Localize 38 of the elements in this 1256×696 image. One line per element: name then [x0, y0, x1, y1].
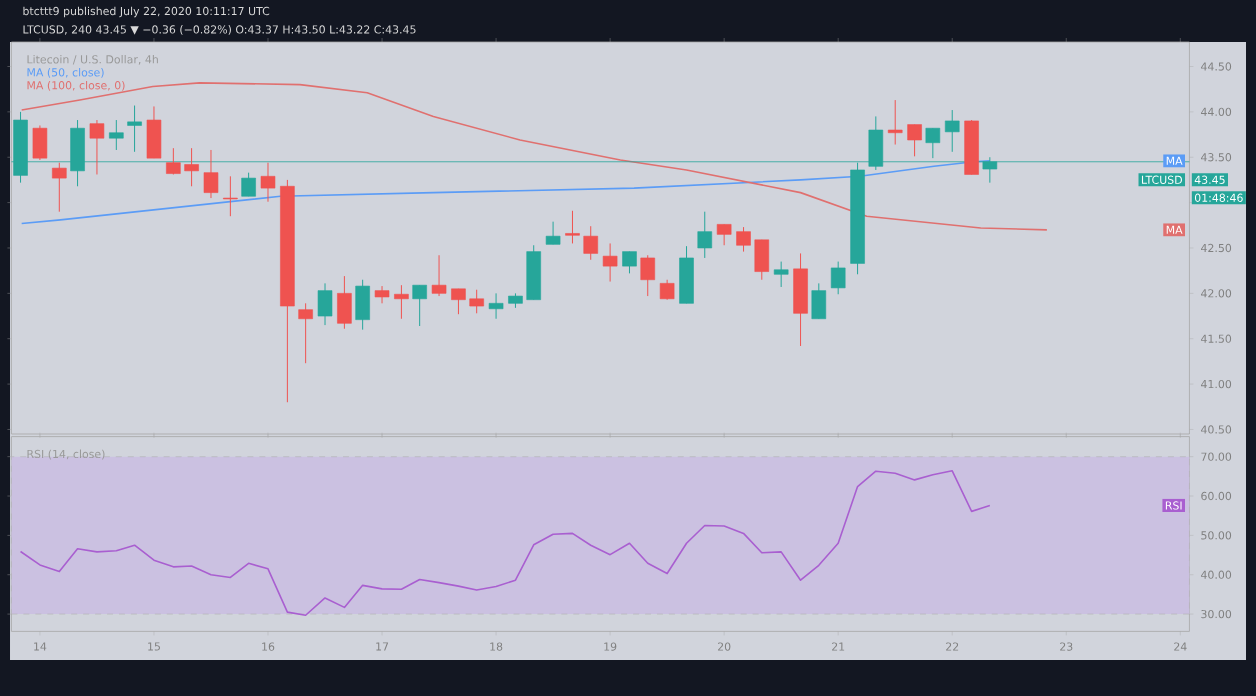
candlestick	[907, 124, 922, 157]
line-series	[20, 82, 1048, 231]
candlestick	[488, 292, 504, 320]
candlestick	[602, 242, 618, 283]
candlestick	[374, 285, 390, 304]
candlestick	[203, 149, 219, 199]
candlestick	[640, 254, 656, 297]
candlestick	[52, 162, 67, 213]
candlestick	[716, 223, 732, 246]
candlestick	[773, 261, 789, 288]
candlestick	[89, 119, 105, 175]
candlestick	[583, 225, 599, 261]
candlestick	[355, 279, 370, 331]
candlestick	[32, 124, 48, 161]
candlestick	[412, 284, 427, 327]
candlestick	[317, 282, 333, 326]
candlestick	[565, 210, 580, 244]
candlestick	[887, 99, 903, 146]
candlestick	[811, 282, 827, 320]
candlestick	[127, 105, 142, 153]
candlestick	[679, 245, 694, 304]
candlestick	[146, 105, 162, 159]
candlestick	[793, 252, 808, 347]
candlestick	[260, 162, 276, 203]
candlestick	[622, 251, 637, 274]
candlestick	[697, 211, 713, 259]
candlestick	[109, 119, 124, 151]
candlestick	[545, 221, 561, 245]
candlestick	[830, 261, 846, 295]
candlestick	[241, 172, 256, 197]
candlestick	[337, 275, 352, 330]
candlestick	[944, 109, 960, 153]
candlestick	[659, 279, 675, 301]
candlestick	[223, 175, 238, 217]
line-series	[19, 470, 991, 617]
candlestick	[394, 284, 409, 320]
candlestick	[298, 302, 313, 364]
candlestick	[431, 254, 447, 297]
